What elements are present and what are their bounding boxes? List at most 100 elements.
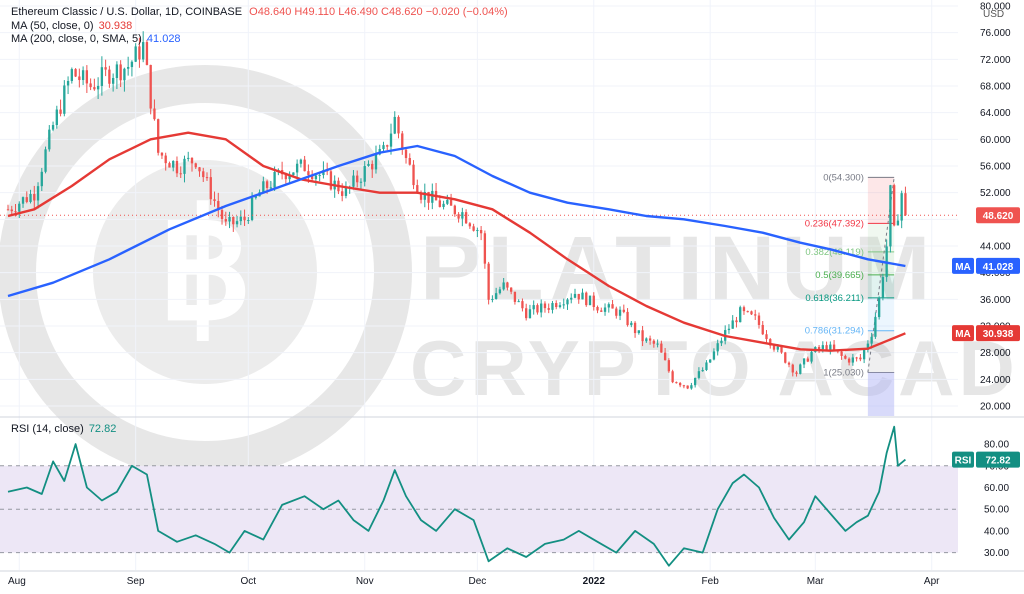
candle-body (164, 155, 167, 164)
candle-body (363, 165, 366, 182)
candle-body (228, 216, 231, 222)
candle-body (284, 174, 288, 180)
candle-body (840, 351, 843, 356)
candle-body (461, 212, 464, 219)
candle-body (220, 210, 224, 220)
candle-body (10, 209, 13, 212)
candle-body (442, 203, 445, 207)
candle-body (829, 344, 832, 350)
candle-body (386, 145, 389, 147)
candle-body (660, 343, 663, 353)
candle-body (491, 298, 494, 300)
candle-body (750, 311, 753, 315)
candle-body (494, 293, 498, 299)
candle-body (352, 175, 355, 187)
candle-body (555, 303, 558, 308)
candle-body (235, 221, 239, 225)
candle-body (468, 223, 472, 227)
ohlc-readout: O48.640 H49.110 L46.490 C48.620 −0.020 (… (249, 6, 508, 18)
candle-body (859, 357, 862, 360)
candle-body (739, 307, 742, 323)
candle-body (693, 377, 697, 386)
candle-body (483, 233, 487, 264)
candle-body (780, 346, 783, 353)
candle-body (630, 322, 633, 326)
candle-body (479, 230, 483, 234)
candle-body (205, 177, 209, 179)
watermark-coin (93, 160, 317, 384)
price-tick-label: 20.000 (980, 402, 1011, 413)
candle-body (187, 157, 190, 159)
candle-body (416, 185, 419, 194)
candle-body (551, 303, 554, 310)
candle-body (870, 336, 873, 344)
price-tick-label: 64.000 (980, 108, 1011, 119)
candle-body (656, 343, 659, 345)
candle-body (431, 190, 434, 203)
candle-body (754, 314, 757, 316)
candle-body (70, 69, 73, 81)
rsi-tag-badge (952, 451, 974, 468)
candle-body (536, 305, 539, 313)
candle-body (295, 163, 299, 173)
candle-body (517, 301, 520, 303)
candle-body (577, 293, 580, 300)
candle-body (63, 85, 66, 114)
candle-body (877, 297, 881, 318)
candle-body (408, 158, 411, 165)
candle-body (89, 83, 92, 88)
candle-body (521, 301, 524, 309)
candle-body (412, 164, 415, 186)
price-tick-label: 68.000 (980, 82, 1011, 93)
candle-body (866, 343, 870, 350)
candle-body (18, 203, 21, 212)
candle-body (509, 287, 513, 292)
fib-level-label: 0.382(43.119) (805, 247, 863, 258)
ma200-legend[interactable]: MA (200, close, 0, SMA, 5) 41.028 (11, 33, 181, 45)
candle-body (671, 371, 674, 383)
candle-body (769, 339, 772, 346)
candle-body (585, 292, 588, 306)
time-tick-label: Feb (702, 576, 720, 587)
candle-body (393, 116, 396, 134)
candle-body (701, 369, 704, 372)
candle-body (194, 163, 197, 168)
candle-body (239, 216, 242, 222)
price-badge-text: 41.028 (983, 262, 1014, 273)
candle-body (25, 197, 28, 202)
rsi-legend[interactable]: RSI (14, close) 72.82 (11, 423, 116, 435)
ma50-legend[interactable]: MA (50, close, 0) 30.938 (11, 20, 132, 32)
candle-body (243, 216, 246, 221)
candle-body (709, 359, 712, 363)
rsi-legend-value: 72.82 (88, 423, 117, 435)
candle-body (607, 304, 610, 308)
candle-body (153, 108, 156, 120)
price-badge-text: 30.938 (983, 329, 1014, 340)
watermark-line2: CRYPTO ACADEMY (410, 324, 1024, 412)
candle-body (645, 338, 648, 342)
candle-body (705, 362, 708, 370)
candle-body (202, 171, 205, 178)
candle-body (224, 219, 227, 222)
price-badges: 48.620 MA 41.028 MA 30.938 RSI 72.82 (952, 207, 1020, 468)
candle-body (686, 385, 689, 389)
candle-body (119, 64, 122, 81)
candle-body (588, 295, 592, 306)
candle-body (476, 230, 479, 232)
candle-body (757, 315, 761, 325)
candle-body (269, 187, 273, 189)
candle-body (85, 70, 89, 84)
candle-body (100, 67, 104, 86)
candle-body (134, 46, 137, 62)
fib-level-label: 0.5(39.665) (815, 270, 864, 281)
ma-tag-badge (952, 257, 974, 274)
price-tick-label: 76.000 (980, 28, 1011, 39)
candle-body (314, 175, 318, 180)
candle-body (648, 338, 652, 341)
fib-zone (867, 297, 895, 331)
candle-body (310, 175, 314, 180)
candle-body (765, 334, 768, 340)
candle-body (40, 171, 43, 187)
candle-body (772, 345, 776, 350)
rsi-pane (0, 425, 958, 567)
